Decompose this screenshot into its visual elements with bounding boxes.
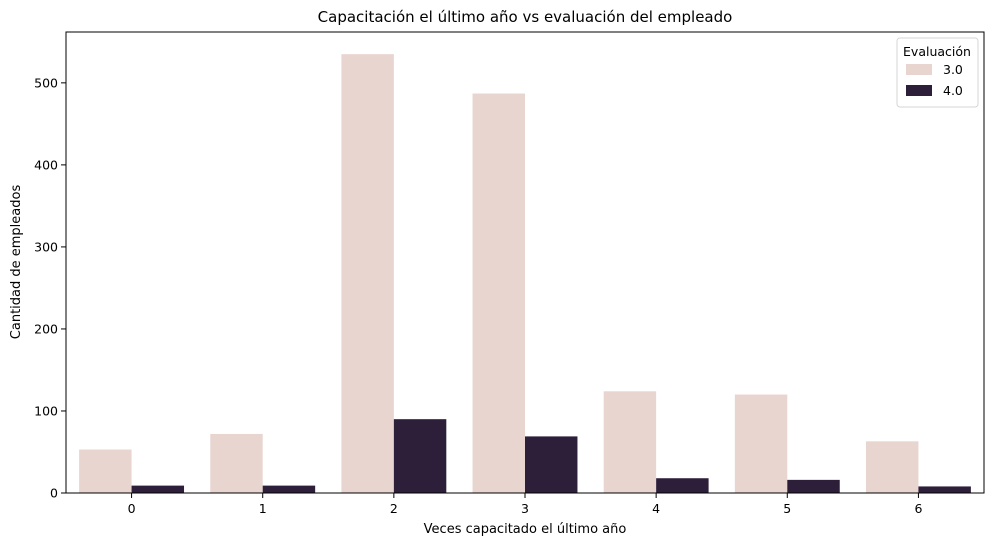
x-tick-label: 5 — [783, 501, 791, 516]
y-tick-label: 0 — [50, 486, 58, 501]
bar-1-series-0 — [210, 433, 263, 493]
bar-2-series-1 — [393, 419, 447, 493]
bar-4-series-0 — [603, 391, 657, 493]
chart-title: Capacitación el último año vs evaluación… — [318, 8, 733, 26]
y-tick-label: 500 — [34, 75, 58, 90]
bar-3-series-0 — [472, 93, 525, 493]
legend-swatch-series-1 — [906, 85, 932, 96]
x-tick-label: 3 — [521, 501, 529, 516]
y-tick-label: 100 — [34, 403, 58, 418]
bar-4-series-1 — [656, 478, 709, 493]
bar-3-series-1 — [525, 436, 578, 493]
y-tick-label: 400 — [34, 157, 58, 172]
bar-5-series-0 — [734, 394, 788, 493]
legend-label-series-1: 4.0 — [943, 83, 963, 98]
x-tick-label: 1 — [259, 501, 267, 516]
bar-0-series-0 — [79, 449, 132, 493]
y-tick-label: 300 — [34, 239, 58, 254]
x-axis: 0 1 2 3 4 5 6 — [128, 493, 922, 516]
y-tick-label: 200 — [34, 321, 58, 336]
legend-title: Evaluación — [903, 44, 971, 59]
legend: Evaluación 3.04.0 — [896, 37, 979, 108]
x-tick-label: 0 — [128, 501, 136, 516]
bar-6-series-1 — [918, 486, 971, 493]
legend-label-series-0: 3.0 — [943, 62, 963, 77]
x-tick-label: 4 — [652, 501, 660, 516]
y-axis: 0 100 200 300 400 500 — [34, 75, 66, 501]
bars-group — [79, 54, 971, 494]
plot-frame — [65, 31, 985, 494]
x-axis-label: Veces capacitado el último año — [424, 522, 627, 537]
bar-6-series-0 — [865, 441, 919, 493]
bar-0-series-1 — [131, 485, 185, 493]
x-tick-label: 2 — [390, 501, 398, 516]
legend-swatch-series-0 — [906, 64, 932, 75]
bar-2-series-0 — [341, 54, 394, 494]
bar-1-series-1 — [262, 485, 316, 493]
bar-5-series-1 — [787, 479, 840, 493]
y-axis-label: Cantidad de empleados — [9, 185, 24, 340]
x-tick-label: 6 — [914, 501, 922, 516]
legend-items: 3.04.0 — [906, 62, 963, 98]
